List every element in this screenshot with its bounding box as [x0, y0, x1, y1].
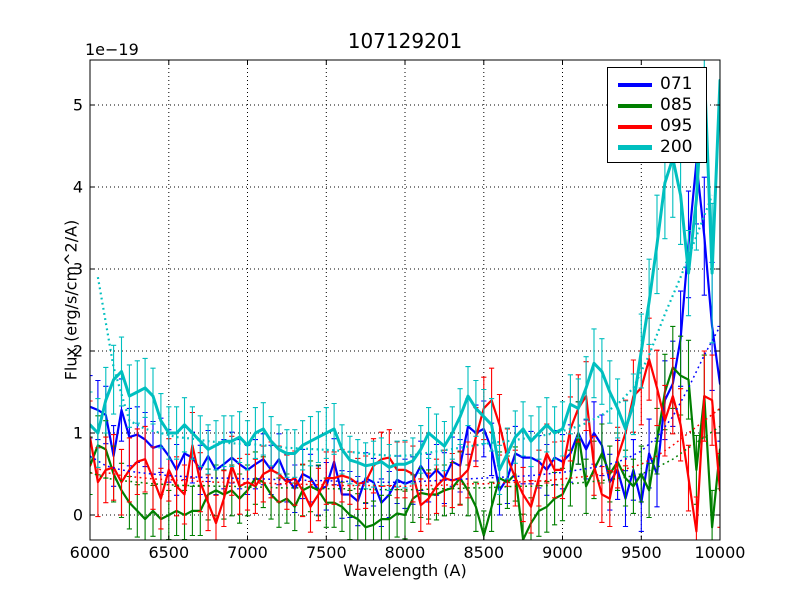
noise-085-noise-line	[90, 425, 720, 491]
legend-label-200: 200	[660, 137, 693, 157]
legend-item-095: 095	[608, 116, 706, 137]
y-tick-label: 3	[73, 260, 83, 279]
legend-label-085: 085	[660, 95, 693, 115]
axis-ticks	[89, 60, 721, 540]
plot-title: 107129201	[347, 29, 463, 53]
x-tick-label: 6500	[148, 543, 189, 562]
legend-line-071	[618, 82, 652, 87]
x-tick-label: 9500	[621, 543, 662, 562]
legend: 071 085 095 200	[607, 67, 707, 163]
x-axis-label: Wavelength (A)	[343, 561, 467, 580]
y-axis-offset-label: 1e−19	[85, 40, 139, 59]
legend-item-085: 085	[608, 95, 706, 116]
x-tick-label: 8500	[463, 543, 504, 562]
legend-line-095	[618, 124, 652, 129]
x-tick-label: 8000	[385, 543, 426, 562]
y-tick-label: 1	[73, 424, 83, 443]
y-tick-label: 5	[73, 96, 83, 115]
noise-071-noise-line	[90, 326, 720, 483]
noise-095-noise-line	[90, 407, 720, 488]
legend-item-071: 071	[608, 74, 706, 95]
series-200-line	[90, 66, 720, 472]
y-tick-label: 0	[73, 506, 83, 525]
y-tick-label: 4	[73, 178, 83, 197]
x-tick-label: 10000	[695, 543, 746, 562]
x-tick-label: 7500	[306, 543, 347, 562]
x-tick-label: 7000	[227, 543, 268, 562]
data-layer	[90, 60, 720, 540]
legend-line-200	[618, 145, 652, 150]
legend-label-071: 071	[660, 74, 693, 94]
y-tick-label: 2	[73, 342, 83, 361]
x-tick-label: 6000	[70, 543, 111, 562]
legend-label-095: 095	[660, 116, 693, 136]
x-tick-label: 9000	[542, 543, 583, 562]
legend-item-200: 200	[608, 137, 706, 158]
legend-line-085	[618, 103, 652, 108]
noise-200-noise-line	[96, 194, 714, 458]
y-axis-label: Flux (erg/s/cm^2/A)	[61, 219, 81, 381]
